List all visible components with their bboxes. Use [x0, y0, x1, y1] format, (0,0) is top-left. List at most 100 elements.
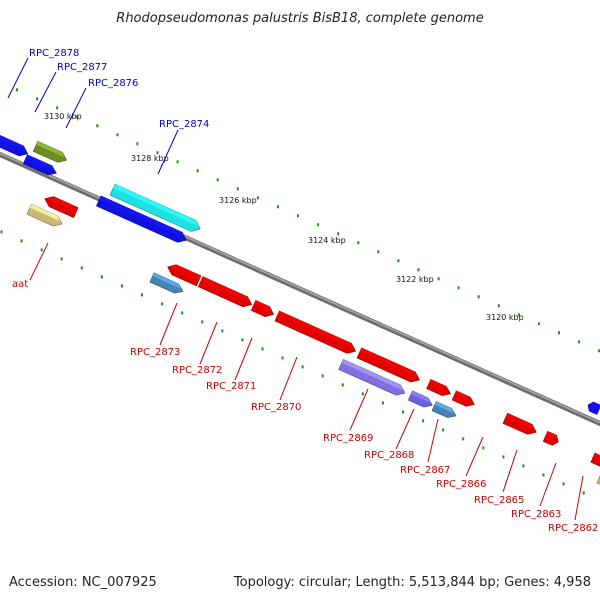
tick-mark — [216, 178, 219, 182]
tick-mark — [517, 313, 520, 317]
tick-mark — [317, 223, 320, 227]
gene-arrow-rpc-2866[interactable] — [502, 412, 539, 437]
gene-arrow-rpc-2873[interactable] — [149, 272, 185, 296]
gene-arrow-blue-mid[interactable] — [96, 195, 188, 245]
tick-mark — [497, 304, 500, 308]
scale-label-3126: 3126 kbp — [219, 196, 257, 205]
tick-mark — [100, 275, 103, 279]
gene-label-rpc-2868: RPC_2868 — [364, 450, 414, 461]
scale-label-3128: 3128 kbp — [131, 154, 169, 163]
scale-label-3130: 3130 kbp — [44, 112, 82, 121]
gene-arrow-rpc-2872[interactable] — [197, 276, 254, 310]
tick-mark — [241, 338, 244, 342]
tick-mark — [582, 491, 585, 495]
gene-arrow-red-d[interactable] — [426, 379, 453, 398]
tick-mark — [277, 205, 279, 209]
gene-arrow-rpc-2876[interactable] — [22, 154, 58, 178]
topology-text: Topology: circular; Length: 5,513,844 bp… — [233, 575, 591, 590]
gene-arrow-rpc-2865[interactable] — [542, 430, 560, 447]
genome-backbone — [0, 151, 600, 427]
tick-mark — [457, 286, 460, 290]
tick-mark — [558, 331, 560, 335]
gene-arrow-rpc-2878[interactable] — [0, 133, 30, 159]
tick-mark — [297, 214, 299, 218]
scale-labels: 3130 kbp 3128 kbp 3126 kbp 3124 kbp 3122… — [44, 112, 524, 322]
tick-mark — [96, 124, 99, 128]
gene-label-rpc-2866: RPC_2866 — [436, 479, 486, 490]
tick-mark — [196, 169, 199, 173]
tick-mark — [141, 293, 143, 297]
tick-mark — [281, 356, 284, 360]
tick-mark — [477, 295, 480, 299]
gene-label-rpc-2876: RPC_2876 — [88, 78, 138, 89]
gene-label-rpc-2870: RPC_2870 — [251, 402, 301, 413]
gene-arrow-blue-right[interactable] — [586, 400, 600, 415]
bottom-labels: aat RPC_2873 RPC_2872 RPC_2871 RPC_2870 … — [12, 279, 598, 534]
tick-mark — [261, 347, 264, 351]
tick-mark — [121, 284, 123, 288]
accession-text: Accession: NC_007925 — [9, 575, 157, 590]
gene-arrow-rpc-2874[interactable] — [109, 183, 203, 234]
gene-features — [0, 133, 600, 497]
tick-mark — [176, 160, 179, 164]
gene-arrow-rpc-2868[interactable] — [407, 390, 434, 410]
tick-mark — [502, 455, 505, 459]
bottom-label-leaders — [29, 242, 584, 521]
gene-arrow-red-c[interactable] — [356, 347, 422, 385]
tick-mark — [417, 268, 420, 272]
tick-mark — [221, 329, 224, 333]
tick-mark — [301, 365, 304, 369]
tick-mark — [0, 230, 3, 234]
tick-mark — [321, 374, 324, 378]
tick-mark — [522, 464, 525, 468]
gene-arrow-rpc-2870[interactable] — [274, 310, 358, 356]
tick-mark — [256, 196, 259, 200]
scale-ticks — [0, 88, 600, 495]
gene-arrow-red-a[interactable] — [43, 194, 79, 219]
tick-mark — [462, 437, 465, 441]
tick-mark — [36, 97, 39, 101]
tick-mark — [482, 446, 485, 450]
gene-arrow-rpc-2862[interactable] — [596, 472, 600, 497]
gene-label-rpc-2874: RPC_2874 — [159, 119, 209, 130]
tick-mark — [341, 383, 344, 387]
gene-label-rpc-2865: RPC_2865 — [474, 495, 524, 506]
tick-mark — [20, 239, 23, 243]
tick-mark — [161, 302, 164, 306]
tick-mark — [397, 259, 400, 263]
map-title: Rhodopseudomonas palustris BisB18, compl… — [116, 11, 483, 26]
scale-label-3122: 3122 kbp — [396, 275, 434, 284]
gene-arrow-aat[interactable] — [26, 203, 64, 229]
gene-label-rpc-2869: RPC_2869 — [323, 433, 373, 444]
tick-mark — [442, 428, 445, 432]
gene-label-rpc-2878: RPC_2878 — [29, 48, 79, 59]
tick-mark — [381, 401, 384, 405]
tick-mark — [437, 277, 440, 281]
tick-mark — [542, 473, 545, 477]
tick-mark — [598, 349, 600, 353]
top-labels: RPC_2878 RPC_2877 RPC_2876 RPC_2874 — [29, 48, 209, 130]
gene-arrow-rpc-2877[interactable] — [32, 140, 69, 165]
gene-label-rpc-2867: RPC_2867 — [400, 465, 450, 476]
tick-mark — [537, 322, 540, 326]
gene-arrow-rpc-2867[interactable] — [431, 401, 458, 421]
tick-mark — [236, 187, 239, 191]
tick-mark — [16, 88, 18, 92]
tick-mark — [156, 151, 159, 155]
tick-mark — [181, 311, 184, 315]
gene-arrow-red-e[interactable] — [451, 390, 476, 409]
gene-label-rpc-2873: RPC_2873 — [130, 347, 180, 358]
top-label-leaders — [7, 57, 179, 175]
gene-label-rpc-2862: RPC_2862 — [548, 523, 598, 534]
gene-arrow-red-b[interactable] — [165, 262, 202, 287]
tick-mark — [361, 392, 364, 396]
scale-label-3124: 3124 kbp — [308, 236, 346, 245]
gene-arrow-rpc-2863[interactable] — [590, 452, 600, 468]
tick-mark — [422, 419, 425, 423]
tick-mark — [357, 241, 360, 245]
tick-mark — [578, 340, 581, 344]
gene-label-rpc-2872: RPC_2872 — [172, 365, 222, 376]
gene-arrow-rpc-2869[interactable] — [338, 358, 407, 398]
gene-arrow-rpc-2871[interactable] — [250, 299, 276, 319]
